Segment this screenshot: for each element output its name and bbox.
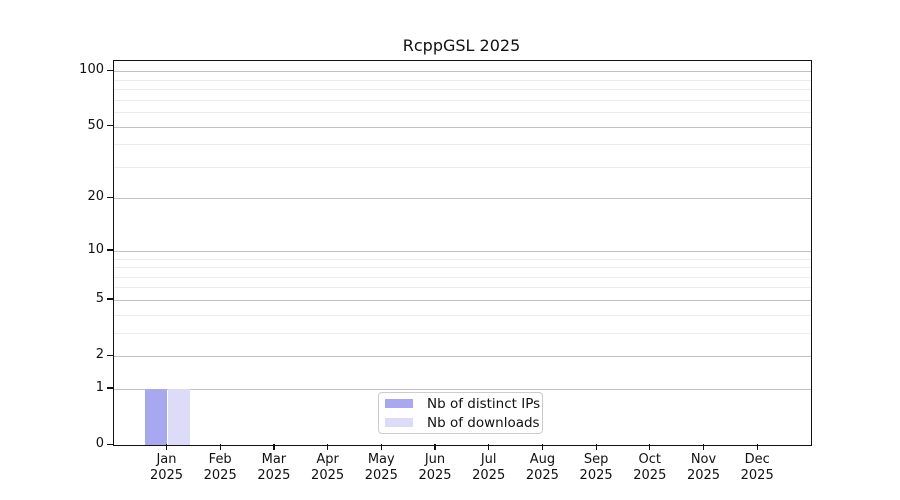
x-tick-month: Mar	[261, 452, 287, 467]
x-tick-aug	[541, 444, 544, 450]
legend-swatch-downloads	[385, 418, 413, 427]
major-gridline-5	[114, 299, 811, 301]
x-tick-label-jun: Jun 2025	[403, 452, 467, 484]
legend-swatch-distinct-ips	[385, 399, 413, 408]
x-tick-year: 2025	[257, 468, 291, 483]
minor-gridline-9	[114, 258, 811, 260]
x-tick-jul	[488, 444, 490, 450]
major-gridline-1	[114, 388, 811, 390]
x-tick-month: Aug	[529, 452, 556, 467]
x-tick-oct	[649, 444, 651, 450]
major-gridline-100	[114, 71, 811, 73]
x-tick-sep	[595, 444, 597, 450]
legend-item-distinct-ips: Nb of distinct IPs	[385, 395, 540, 412]
major-gridline-10	[114, 250, 811, 252]
minor-gridline-70	[114, 99, 811, 101]
x-tick-year: 2025	[203, 468, 237, 483]
minor-gridline-4	[114, 314, 811, 316]
x-tick-label-mar: Mar 2025	[242, 452, 306, 484]
minor-gridline-60	[114, 112, 811, 113]
x-tick-label-apr: Apr 2025	[296, 452, 360, 484]
x-tick-label-sep: Sep 2025	[564, 452, 628, 484]
plot-area	[113, 60, 812, 446]
y-tick-label-10: 10	[87, 241, 104, 257]
x-tick-label-may: May 2025	[349, 452, 413, 484]
x-tick-month: Jul	[480, 452, 497, 467]
x-tick-month: Jun	[424, 452, 446, 467]
minor-gridline-6	[114, 287, 811, 289]
y-tick-label-100: 100	[79, 62, 104, 78]
x-tick-feb	[219, 444, 221, 450]
y-tick-100	[107, 69, 113, 71]
x-tick-year: 2025	[579, 468, 613, 483]
y-tick-label-0: 0	[95, 436, 104, 451]
y-tick-10	[107, 249, 113, 251]
x-tick-year: 2025	[472, 468, 506, 483]
x-tick-year: 2025	[311, 468, 345, 483]
minor-gridline-30	[114, 166, 811, 168]
major-gridline-50	[114, 126, 811, 128]
y-tick-label-20: 20	[87, 189, 104, 205]
x-tick-may	[380, 444, 382, 450]
x-tick-month: Sep	[583, 452, 609, 467]
x-tick-month: May	[367, 452, 395, 467]
x-tick-year: 2025	[686, 468, 721, 483]
x-tick-month: Feb	[208, 452, 232, 467]
legend-label-distinct-ips: Nb of distinct IPs	[427, 395, 541, 412]
minor-gridline-3	[114, 332, 811, 334]
x-tick-label-feb: Feb 2025	[188, 452, 252, 484]
x-tick-year: 2025	[418, 468, 452, 483]
x-tick-year: 2025	[740, 468, 774, 483]
x-tick-year: 2025	[149, 468, 184, 483]
minor-gridline-90	[114, 79, 811, 81]
x-tick-label-jan: Jan 2025	[135, 452, 199, 484]
x-tick-year: 2025	[364, 468, 398, 483]
x-tick-mar	[273, 444, 275, 450]
x-tick-label-jul: Jul 2025	[457, 452, 521, 484]
bar-distinct-ips-jan	[145, 388, 168, 445]
y-tick-label-50: 50	[87, 117, 104, 133]
y-tick-1	[107, 387, 113, 389]
x-tick-label-oct: Oct 2025	[618, 452, 682, 484]
legend: Nb of distinct IPs Nb of downloads	[378, 392, 543, 434]
x-tick-month: Oct	[638, 452, 662, 467]
legend-item-downloads: Nb of downloads	[385, 414, 540, 431]
x-tick-apr	[327, 444, 329, 450]
y-tick-label-5: 5	[95, 290, 104, 306]
minor-gridline-7	[114, 276, 811, 278]
x-tick-year: 2025	[633, 468, 667, 483]
bar-downloads-jan	[167, 388, 190, 445]
minor-gridline-8	[114, 267, 811, 268]
x-tick-jun	[434, 444, 436, 450]
major-gridline-20	[114, 198, 811, 200]
y-tick-5	[107, 298, 113, 300]
minor-gridline-40	[114, 144, 811, 146]
x-tick-month: Nov	[690, 452, 717, 467]
x-tick-jan	[165, 444, 168, 450]
x-tick-label-nov: Nov 2025	[672, 452, 736, 484]
y-tick-2	[107, 354, 113, 356]
legend-label-downloads: Nb of downloads	[427, 414, 540, 431]
x-tick-month: Jan	[156, 452, 177, 467]
x-tick-dec	[756, 444, 758, 450]
y-tick-0	[107, 443, 113, 445]
major-gridline-2	[114, 356, 811, 357]
minor-gridline-80	[114, 89, 811, 90]
x-tick-month: Dec	[744, 452, 770, 467]
chart-title: RcppGSL 2025	[402, 36, 521, 55]
y-tick-label-1: 1	[95, 379, 104, 395]
x-tick-label-dec: Dec 2025	[725, 452, 789, 484]
x-tick-label-aug: Aug 2025	[510, 452, 574, 484]
y-tick-50	[107, 125, 113, 127]
x-tick-month: Apr	[316, 452, 339, 467]
y-tick-20	[107, 196, 113, 199]
y-tick-label-2: 2	[95, 347, 104, 362]
x-tick-nov	[702, 444, 705, 450]
x-tick-year: 2025	[525, 468, 559, 483]
